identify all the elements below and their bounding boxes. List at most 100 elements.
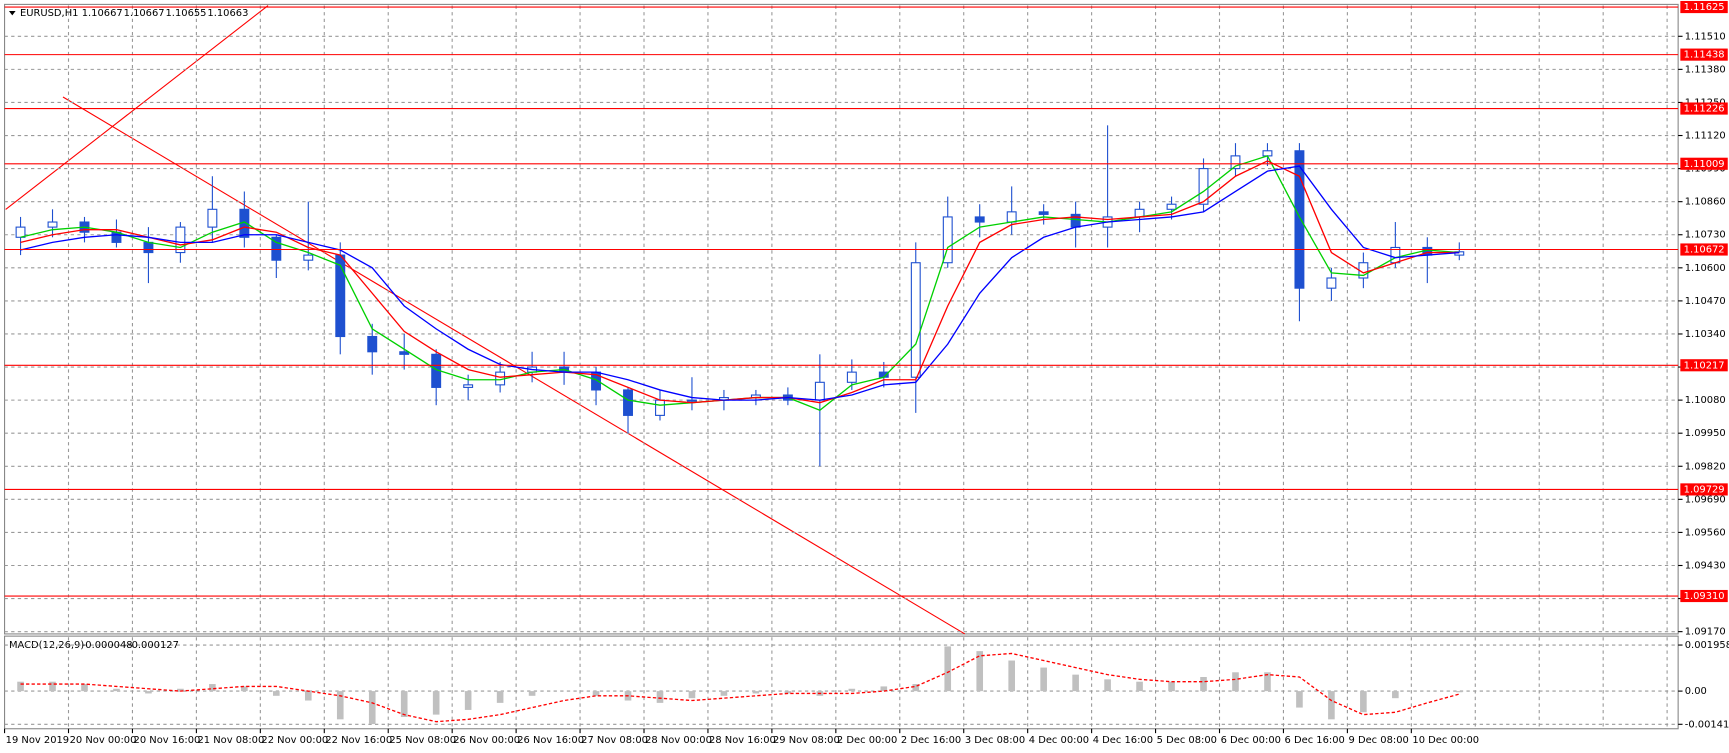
macd-bar bbox=[1200, 676, 1207, 692]
indicator-line bbox=[20, 160, 1460, 404]
y-tick-label: 1.10600 bbox=[1685, 263, 1726, 274]
y-tick-label: 1.11120 bbox=[1685, 131, 1726, 142]
candle-body bbox=[1326, 277, 1337, 289]
level-tag bbox=[1680, 0, 1728, 14]
level-tag bbox=[1680, 157, 1728, 170]
x-tick-label: 26 Nov 00:00 bbox=[453, 735, 520, 746]
candle-body bbox=[1038, 211, 1049, 215]
candle-body bbox=[367, 335, 378, 353]
x-tick-label: 10 Dec 00:00 bbox=[1412, 735, 1479, 746]
x-tick-label: 27 Nov 08:00 bbox=[581, 735, 648, 746]
macd-bar bbox=[304, 691, 312, 701]
macd-bar bbox=[688, 691, 696, 699]
x-tick-label: 28 Nov 00:00 bbox=[645, 735, 712, 746]
candle-body bbox=[974, 216, 985, 223]
x-tick-label: 20 Nov 00:00 bbox=[70, 735, 137, 746]
candle-body bbox=[175, 226, 186, 254]
y-tick-label: 1.11510 bbox=[1685, 31, 1726, 42]
x-tick-label: 3 Dec 08:00 bbox=[965, 735, 1025, 746]
x-tick-label: 28 Nov 16:00 bbox=[709, 735, 776, 746]
trend-line bbox=[5, 5, 269, 210]
x-tick-label: 6 Dec 16:00 bbox=[1285, 735, 1345, 746]
y-tick-label: 0.00 bbox=[1685, 686, 1707, 697]
candle-body bbox=[655, 399, 665, 416]
macd-bar bbox=[1392, 691, 1399, 699]
candle-body bbox=[623, 389, 633, 416]
candle-body bbox=[143, 241, 154, 254]
x-tick-label: 19 Nov 2019 bbox=[6, 735, 69, 746]
y-tick-label: 1.10340 bbox=[1685, 329, 1726, 340]
candle-body bbox=[303, 254, 314, 261]
y-tick-label: 1.11380 bbox=[1685, 64, 1726, 75]
level-label: 1.09310 bbox=[1684, 591, 1725, 602]
x-tick-label: 26 Nov 16:00 bbox=[517, 735, 584, 746]
macd-bar bbox=[1232, 672, 1239, 692]
x-tick-label: 9 Dec 08:00 bbox=[1348, 735, 1408, 746]
candle-body bbox=[1230, 155, 1241, 170]
level-tag bbox=[1680, 243, 1728, 256]
candle-body bbox=[942, 216, 953, 264]
y-tick-label: 1.09950 bbox=[1685, 428, 1726, 439]
y-tick-label: 1.09430 bbox=[1685, 560, 1726, 571]
macd-value: -0.000127 bbox=[128, 640, 179, 651]
ohlc-value: 1.10667 bbox=[124, 8, 165, 19]
candle-body bbox=[1166, 203, 1177, 210]
macd-bar bbox=[49, 681, 56, 692]
macd-bar bbox=[496, 691, 504, 703]
level-tag bbox=[1680, 359, 1728, 372]
macd-bar bbox=[848, 688, 856, 692]
x-tick-label: 21 Nov 08:00 bbox=[197, 735, 264, 746]
level-label: 1.09729 bbox=[1684, 484, 1725, 495]
macd-bar bbox=[912, 684, 920, 692]
candle-body bbox=[686, 399, 697, 402]
x-tick-label: 2 Dec 16:00 bbox=[901, 735, 961, 746]
macd-bar bbox=[81, 684, 88, 692]
x-tick-label: 29 Nov 08:00 bbox=[773, 735, 840, 746]
macd-bar bbox=[145, 691, 152, 694]
macd-bar bbox=[273, 691, 280, 696]
candle-body bbox=[463, 384, 474, 388]
macd-bar bbox=[944, 646, 952, 692]
macd-bar bbox=[1360, 691, 1367, 713]
macd-bar bbox=[1072, 674, 1079, 692]
macd-bar bbox=[17, 681, 24, 692]
main-frame bbox=[4, 3, 1679, 635]
ohlc-value: 1.10655 bbox=[166, 8, 207, 19]
candle-body bbox=[1198, 168, 1209, 205]
level-label: 1.10672 bbox=[1684, 245, 1725, 256]
macd-bar bbox=[241, 686, 248, 692]
macd-bar bbox=[720, 691, 728, 696]
macd-bar bbox=[1168, 681, 1175, 692]
x-tick-label: 25 Nov 08:00 bbox=[389, 735, 456, 746]
macd-bar bbox=[336, 691, 344, 720]
candle-body bbox=[814, 381, 825, 401]
macd-bar bbox=[209, 684, 216, 692]
y-tick-label: 1.09690 bbox=[1685, 494, 1726, 505]
y-tick-label: 1.09560 bbox=[1685, 527, 1726, 538]
level-tag bbox=[1680, 589, 1728, 603]
macd-bar bbox=[752, 691, 760, 694]
menu-arrow[interactable] bbox=[8, 11, 16, 16]
candle-body bbox=[1006, 211, 1017, 223]
x-tick-label: 22 Nov 00:00 bbox=[261, 735, 328, 746]
y-tick-label: 1.10860 bbox=[1685, 197, 1726, 208]
candle-body bbox=[1294, 150, 1305, 289]
candle-body bbox=[910, 262, 921, 378]
level-label: 1.11438 bbox=[1684, 50, 1725, 61]
candle-body bbox=[335, 254, 346, 338]
macd-bar bbox=[880, 686, 888, 692]
x-tick-label: 4 Dec 16:00 bbox=[1093, 735, 1153, 746]
candle-body bbox=[271, 236, 282, 261]
y-tick-label: 0.001958 bbox=[1685, 640, 1729, 651]
macd-bar bbox=[1008, 660, 1015, 692]
x-tick-label: 5 Dec 08:00 bbox=[1157, 735, 1217, 746]
y-tick-label: 1.10470 bbox=[1685, 296, 1726, 307]
candle-body bbox=[47, 221, 58, 228]
level-tag bbox=[1680, 48, 1728, 61]
macd-bar bbox=[1136, 681, 1143, 692]
macd-bar bbox=[976, 651, 984, 692]
macd-bar bbox=[784, 691, 792, 694]
